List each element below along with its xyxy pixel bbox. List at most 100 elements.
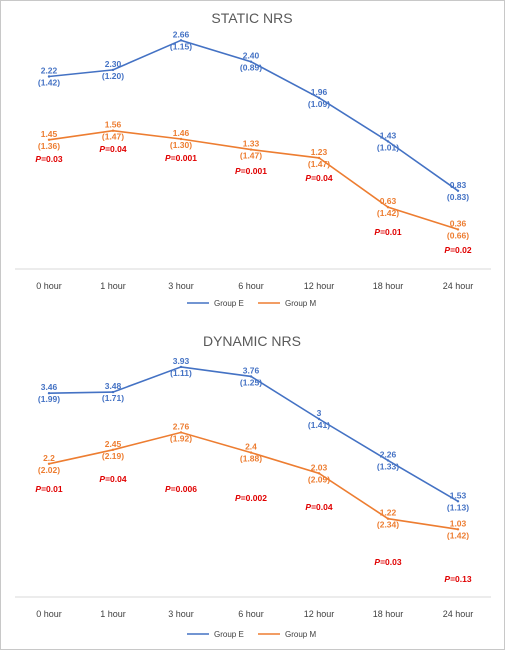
static-group-e-point	[249, 60, 253, 63]
dynamic-group-m-value-label: 2.45	[105, 439, 122, 449]
static-group-m-value-label: 1.23	[311, 147, 328, 157]
dynamic-group-m-sd-label: (2.34)	[377, 520, 399, 530]
dynamic-group-e-point	[47, 392, 51, 395]
dynamic-group-m-value-label: 2.2	[43, 453, 55, 463]
static-group-e-sd-label: (1.15)	[170, 41, 192, 51]
static-p-value: =0.04	[105, 144, 127, 154]
dynamic-x-tick-label: 18 hour	[373, 609, 404, 619]
static-group-e-value-label: 2.30	[105, 59, 122, 69]
static-group-m-value-label: 1.33	[243, 139, 260, 149]
static-legend-group-m-label: Group M	[285, 299, 316, 308]
dynamic-group-m-sd-label: (1.92)	[170, 433, 192, 443]
dynamic-group-e-value-label: 1.53	[450, 490, 467, 500]
static-group-m-value-label: 1.45	[41, 129, 58, 139]
static-group-e-value-label: 1.96	[311, 87, 328, 97]
static-group-e-point	[386, 140, 390, 143]
static-group-m-point	[47, 138, 51, 141]
static-p-symbol: P	[99, 144, 105, 154]
dynamic-p-value: =0.01	[41, 484, 63, 494]
dynamic-p-value-label: P=0.03	[374, 557, 401, 567]
dynamic-group-e-point	[111, 390, 115, 394]
static-group-e-value-label: 0.83	[450, 180, 467, 190]
static-x-tick-label: 1 hour	[100, 281, 126, 291]
dynamic-nrs-chart: DYNAMIC NRS 0 hour 1 hour 3 hour 6 hour 12 ho…	[15, 333, 491, 639]
static-group-m-value-label: 1.56	[105, 120, 122, 130]
static-chart-title: STATIC NRS	[211, 10, 292, 26]
static-p-value: =0.01	[380, 227, 402, 237]
dynamic-group-e-sd-label: (1.25)	[240, 377, 262, 387]
static-p-symbol: P	[444, 245, 450, 255]
dynamic-group-e-value-label: 3.48	[105, 381, 122, 391]
static-p-value-label: P=0.001	[165, 153, 197, 163]
static-group-m-sd-label: (1.47)	[308, 159, 330, 169]
dynamic-group-e-value-label: 3.76	[243, 365, 260, 375]
dynamic-group-m-value-label: 1.22	[380, 508, 397, 518]
static-p-symbol: P	[165, 153, 171, 163]
dynamic-p-value: =0.006	[171, 484, 198, 494]
static-group-m-point	[249, 148, 253, 151]
static-group-m-sd-label: (0.66)	[447, 230, 469, 240]
static-x-tick-label: 6 hour	[238, 281, 264, 291]
dynamic-p-symbol: P	[99, 474, 105, 484]
static-group-e-sd-label: (1.09)	[308, 99, 330, 109]
static-group-e-value-label: 2.40	[243, 51, 260, 61]
dynamic-group-e-value-label: 2.26	[380, 449, 397, 459]
static-x-tick-label: 24 hour	[443, 281, 474, 291]
dynamic-group-m-sd-label: (2.09)	[308, 474, 330, 484]
static-group-m-point	[111, 129, 115, 132]
dynamic-p-value-label: P=0.01	[35, 484, 62, 494]
static-group-e-value-label: 2.22	[41, 66, 58, 76]
dynamic-group-e-value-label: 3.93	[173, 356, 190, 366]
dynamic-group-e-point	[317, 417, 321, 421]
static-group-m-sd-label: (1.30)	[170, 140, 192, 150]
dynamic-p-symbol: P	[444, 574, 450, 584]
dynamic-p-value: =0.002	[241, 493, 268, 503]
dynamic-p-symbol: P	[374, 557, 380, 567]
dynamic-x-tick-label: 12 hour	[304, 609, 335, 619]
static-p-symbol: P	[235, 166, 241, 176]
dynamic-group-e-point	[249, 375, 253, 378]
static-group-m-sd-label: (1.42)	[377, 208, 399, 218]
static-group-m-sd-label: (1.47)	[240, 151, 262, 161]
dynamic-x-tick-label: 3 hour	[168, 609, 194, 619]
static-p-value-label: P=0.01	[374, 227, 401, 237]
static-x-tick-label: 12 hour	[304, 281, 335, 291]
static-group-m-point	[317, 156, 321, 160]
static-group-e-sd-label: (1.42)	[38, 78, 60, 88]
dynamic-group-m-sd-label: (2.02)	[38, 465, 60, 475]
dynamic-p-value-label: P=0.002	[235, 493, 267, 503]
static-group-e-value-label: 2.66	[173, 29, 190, 39]
dynamic-group-m-point	[456, 528, 460, 531]
static-group-e-point	[47, 75, 51, 78]
dynamic-group-m-point	[47, 462, 51, 465]
dynamic-group-e-value-label: 3.46	[41, 382, 58, 392]
static-group-m-point	[179, 137, 183, 141]
dynamic-group-e-sd-label: (1.71)	[102, 393, 124, 403]
static-group-m-sd-label: (1.36)	[38, 141, 60, 151]
static-p-value: =0.02	[450, 245, 472, 255]
dynamic-group-m-value-label: 2.76	[173, 421, 190, 431]
dynamic-group-e-point	[456, 500, 460, 503]
static-p-value-label: P=0.001	[235, 166, 267, 176]
dynamic-group-m-point	[386, 517, 390, 520]
dynamic-group-m-value-label: 1.03	[450, 518, 467, 528]
static-p-value: =0.03	[41, 154, 63, 164]
static-nrs-chart: STATIC NRS 0 hour 1 hour 3 hour 6 hour 12 hou…	[15, 10, 491, 308]
dynamic-group-e-sd-label: (1.11)	[170, 368, 192, 378]
dynamic-group-m-point	[317, 472, 321, 475]
static-x-tick-label: 18 hour	[373, 281, 404, 291]
dynamic-group-e-value-label: 3	[317, 408, 322, 418]
static-p-value-label: P=0.04	[99, 144, 126, 154]
dynamic-group-m-sd-label: (2.19)	[102, 451, 124, 461]
dynamic-legend-group-e-label: Group E	[214, 630, 244, 639]
dynamic-group-e-point	[179, 365, 183, 369]
static-group-m-sd-label: (1.47)	[102, 132, 124, 142]
dynamic-p-value: =0.04	[105, 474, 127, 484]
dynamic-group-m-sd-label: (1.88)	[240, 454, 262, 464]
static-group-m-value-label: 0.36	[450, 218, 467, 228]
dynamic-group-m-point	[111, 448, 115, 451]
dynamic-x-tick-label: 0 hour	[36, 609, 62, 619]
dynamic-p-value-label: P=0.04	[99, 474, 126, 484]
